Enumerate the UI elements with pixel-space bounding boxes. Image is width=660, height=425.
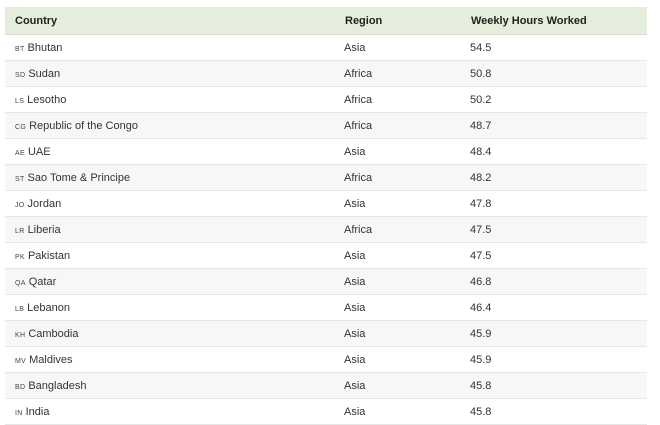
table-row: JO Jordan Asia 47.8	[5, 190, 647, 217]
country-code: BD	[15, 383, 26, 391]
hours-cell: 46.4	[470, 294, 647, 321]
hours-cell: 46.8	[470, 268, 647, 295]
table-row: QA Qatar Asia 46.8	[5, 268, 647, 295]
country-cell: CG Republic of the Congo	[5, 112, 344, 139]
hours-cell: 45.9	[470, 346, 647, 373]
region-cell: Asia	[344, 294, 470, 321]
table-row: PK Pakistan Asia 47.5	[5, 242, 647, 269]
region-cell: Asia	[344, 138, 470, 165]
country-cell: PK Pakistan	[5, 242, 344, 269]
country-name: Republic of the Congo	[29, 119, 138, 132]
country-name: Qatar	[28, 275, 57, 288]
country-code: CG	[15, 123, 27, 131]
table-row: CG Republic of the Congo Africa 48.7	[5, 112, 647, 139]
table-row: LS Lesotho Africa 50.2	[5, 86, 647, 113]
country-code: LB	[15, 305, 25, 313]
hours-cell: 47.5	[470, 216, 647, 243]
country-cell: BT Bhutan	[5, 34, 344, 61]
country-code: LS	[15, 97, 25, 105]
region-cell: Africa	[344, 164, 470, 191]
country-cell: KH Cambodia	[5, 320, 344, 347]
country-cell: MV Maldives	[5, 346, 344, 373]
table-row: ST Sao Tome & Principe Africa 48.2	[5, 164, 647, 191]
region-cell: Asia	[344, 242, 470, 269]
hours-cell: 45.8	[470, 372, 647, 399]
region-cell: Asia	[344, 34, 470, 61]
country-code: IN	[15, 409, 23, 417]
country-name: Sudan	[28, 67, 61, 80]
table-row: IN India Asia 45.8	[5, 398, 647, 425]
hours-cell: 48.2	[470, 164, 647, 191]
table-row: SD Sudan Africa 50.8	[5, 60, 647, 87]
country-code: BT	[15, 45, 25, 53]
country-name: Jordan	[27, 197, 62, 210]
country-name: Lebanon	[27, 301, 70, 314]
table-row: LR Liberia Africa 47.5	[5, 216, 647, 243]
table-row: MV Maldives Asia 45.9	[5, 346, 647, 373]
country-cell: SD Sudan	[5, 60, 344, 87]
column-header-country[interactable]: Country	[5, 7, 344, 35]
column-header-region[interactable]: Region	[344, 7, 470, 35]
country-name: Sao Tome & Principe	[27, 171, 131, 184]
hours-cell: 47.5	[470, 242, 647, 269]
country-name: India	[25, 405, 50, 418]
region-cell: Africa	[344, 216, 470, 243]
region-cell: Africa	[344, 60, 470, 87]
country-name: UAE	[27, 145, 51, 158]
country-code: QA	[15, 279, 26, 287]
country-code: SD	[15, 71, 26, 79]
region-cell: Africa	[344, 112, 470, 139]
country-code: MV	[15, 357, 27, 365]
hours-cell: 48.4	[470, 138, 647, 165]
region-cell: Asia	[344, 320, 470, 347]
table-row: AE UAE Asia 48.4	[5, 138, 647, 165]
country-name: Pakistan	[27, 249, 71, 262]
hours-cell: 48.7	[470, 112, 647, 139]
country-code: LR	[15, 227, 25, 235]
country-cell: AE UAE	[5, 138, 344, 165]
country-cell: LS Lesotho	[5, 86, 344, 113]
hours-cell: 47.8	[470, 190, 647, 217]
table-row: BT Bhutan Asia 54.5	[5, 34, 647, 61]
country-name: Bhutan	[27, 41, 63, 54]
header-row: Country Region Weekly Hours Worked	[5, 7, 647, 35]
region-cell: Asia	[344, 346, 470, 373]
country-cell: BD Bangladesh	[5, 372, 344, 399]
region-cell: Asia	[344, 398, 470, 425]
country-code: ST	[15, 175, 25, 183]
country-name: Liberia	[27, 223, 61, 236]
country-name: Lesotho	[27, 93, 67, 106]
country-name: Maldives	[29, 353, 73, 366]
table-row: LB Lebanon Asia 46.4	[5, 294, 647, 321]
hours-table: Country Region Weekly Hours Worked BT Bhu…	[5, 7, 647, 425]
region-cell: Asia	[344, 372, 470, 399]
region-cell: Asia	[344, 268, 470, 295]
column-header-hours[interactable]: Weekly Hours Worked	[470, 7, 647, 35]
table-row: KH Cambodia Asia 45.9	[5, 320, 647, 347]
country-name: Bangladesh	[28, 379, 87, 392]
hours-cell: 45.8	[470, 398, 647, 425]
country-name: Cambodia	[28, 327, 79, 340]
hours-cell: 50.8	[470, 60, 647, 87]
hours-cell: 50.2	[470, 86, 647, 113]
hours-cell: 54.5	[470, 34, 647, 61]
region-cell: Africa	[344, 86, 470, 113]
country-cell: LB Lebanon	[5, 294, 344, 321]
country-code: JO	[15, 201, 25, 209]
country-code: PK	[15, 253, 25, 261]
country-cell: LR Liberia	[5, 216, 344, 243]
country-code: AE	[15, 149, 25, 157]
country-cell: IN India	[5, 398, 344, 425]
country-code: KH	[15, 331, 26, 339]
country-cell: QA Qatar	[5, 268, 344, 295]
region-cell: Asia	[344, 190, 470, 217]
country-cell: ST Sao Tome & Principe	[5, 164, 344, 191]
country-cell: JO Jordan	[5, 190, 344, 217]
table-row: BD Bangladesh Asia 45.8	[5, 372, 647, 399]
hours-cell: 45.9	[470, 320, 647, 347]
